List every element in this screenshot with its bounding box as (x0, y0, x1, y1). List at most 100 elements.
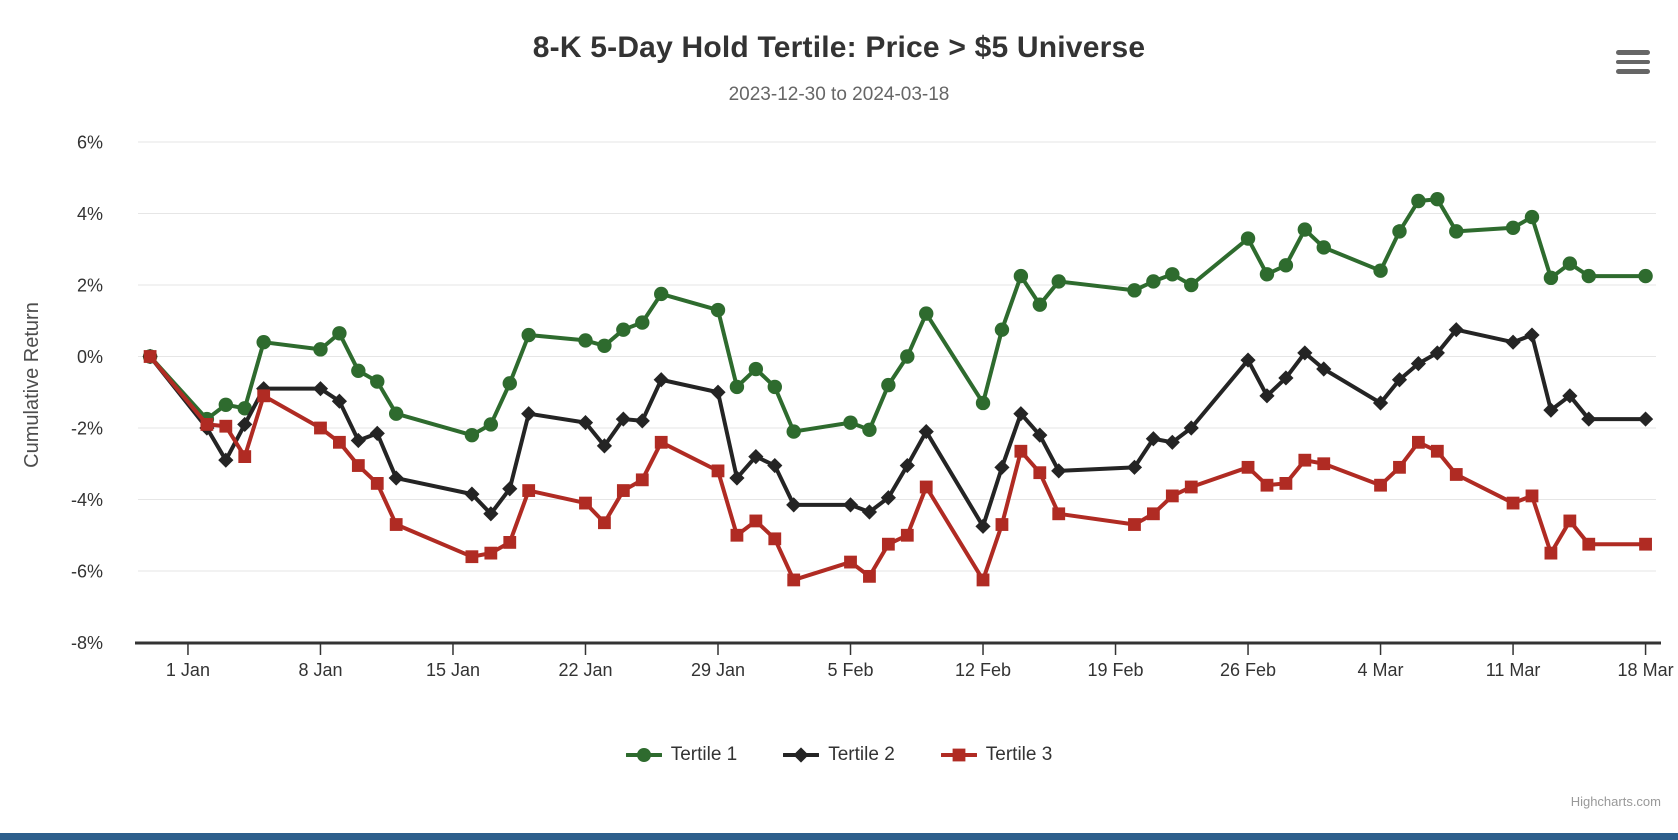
data-point-marker (1240, 231, 1256, 246)
data-point-marker (768, 532, 782, 546)
x-axis-label: 4 Mar (1358, 660, 1404, 680)
data-point-marker (1525, 489, 1539, 503)
data-point-marker (1145, 431, 1161, 447)
data-point-marker (881, 537, 895, 551)
data-point-marker (1278, 258, 1294, 273)
data-point-marker (1032, 427, 1048, 443)
data-point-marker (976, 573, 990, 587)
data-point-marker (1391, 372, 1408, 388)
data-point-marker (1393, 460, 1406, 474)
legend-marker (793, 747, 809, 763)
data-point-marker (1033, 466, 1047, 480)
data-point-marker (767, 457, 783, 474)
data-point-marker (749, 514, 763, 528)
data-point-marker (843, 415, 858, 430)
data-point-marker (994, 459, 1010, 475)
bottom-bar (0, 833, 1678, 840)
hamburger-icon (1616, 59, 1650, 65)
chart-subtitle: 2023-12-30 to 2024-03-18 (728, 84, 950, 105)
data-point-marker (503, 536, 517, 549)
data-point-marker (786, 424, 801, 439)
data-point-marker (1544, 546, 1558, 560)
data-point-marker (464, 427, 480, 443)
data-point-marker (483, 506, 499, 522)
data-point-marker (388, 406, 404, 421)
legend-item-tertile-3[interactable]: Tertile 3 (940, 744, 1053, 766)
data-point-marker (237, 416, 253, 433)
data-point-marker (1524, 327, 1540, 343)
data-point-marker (995, 518, 1009, 531)
data-point-marker (975, 518, 991, 534)
data-point-marker (1543, 270, 1559, 286)
data-point-marker (881, 377, 896, 393)
data-point-marker (578, 333, 593, 348)
data-point-marker (1639, 537, 1652, 551)
data-point-marker (596, 438, 613, 454)
data-point-marker (1563, 514, 1577, 528)
legend-label: Tertile 3 (985, 744, 1053, 765)
square-legend-marker-icon (940, 748, 977, 762)
data-point-marker (1240, 352, 1256, 368)
data-point-marker (502, 376, 517, 391)
y-axis-label: -6% (71, 562, 103, 582)
legend-item-tertile-2[interactable]: Tertile 2 (783, 744, 895, 766)
data-point-marker (351, 363, 366, 378)
data-point-marker (1051, 274, 1066, 289)
data-point-marker (370, 477, 384, 490)
legend-item-tertile-1[interactable]: Tertile 1 (625, 744, 737, 766)
data-point-marker (257, 389, 271, 403)
series-line (148, 197, 1648, 438)
data-point-marker (1127, 283, 1142, 298)
y-axis-label: -2% (71, 419, 103, 439)
data-point-marker (577, 415, 594, 431)
chart-context-menu-button[interactable] (1613, 44, 1653, 80)
data-point-marker (238, 450, 252, 463)
data-point-marker (861, 504, 878, 520)
data-point-marker (1316, 361, 1332, 377)
data-point-marker (218, 397, 234, 412)
data-point-marker (1524, 209, 1540, 225)
data-point-marker (634, 413, 650, 429)
data-point-marker (654, 286, 669, 302)
data-point-marker (635, 473, 649, 487)
data-point-marker (200, 418, 214, 431)
data-point-marker (711, 464, 725, 478)
series-tertile-3 (143, 350, 1652, 587)
data-point-marker (862, 422, 877, 437)
data-point-marker (1448, 322, 1464, 338)
data-point-marker (786, 497, 802, 513)
data-point-marker (900, 349, 915, 364)
diamond-legend-marker-icon (783, 747, 820, 763)
data-point-marker (975, 395, 991, 411)
x-axis-label: 22 Jan (558, 660, 612, 680)
data-point-marker (1505, 220, 1521, 235)
data-point-marker (748, 361, 764, 377)
data-point-marker (710, 384, 726, 400)
y-axis-label: -8% (71, 633, 103, 653)
x-axis-label: 29 Jan (691, 660, 745, 680)
data-point-marker (312, 381, 329, 397)
data-point-marker (1184, 277, 1199, 293)
data-point-marker (1373, 263, 1388, 278)
legend-label: Tertile 2 (828, 744, 895, 765)
data-point-marker (464, 486, 480, 502)
x-axis-label: 1 Jan (166, 660, 210, 680)
series-tertile-1 (142, 192, 1653, 443)
data-point-marker (1449, 224, 1464, 239)
data-point-marker (1241, 460, 1255, 474)
data-point-marker (1013, 406, 1029, 422)
data-point-marker (842, 497, 859, 513)
data-point-marker (654, 435, 668, 449)
x-axis-label: 8 Jan (298, 660, 342, 680)
highcharts-credit-link[interactable]: Highcharts.com (1570, 794, 1661, 809)
y-axis-label: 0% (77, 347, 103, 367)
x-axis-label: 18 Mar (1618, 660, 1674, 680)
data-point-marker (880, 490, 896, 506)
data-point-marker (597, 338, 612, 353)
x-axis-label: 15 Jan (426, 660, 480, 680)
data-point-marker (1298, 453, 1312, 467)
data-point-marker (615, 411, 631, 427)
data-point-marker (730, 528, 744, 542)
hamburger-icon (1616, 50, 1650, 55)
data-point-marker (1505, 334, 1521, 350)
